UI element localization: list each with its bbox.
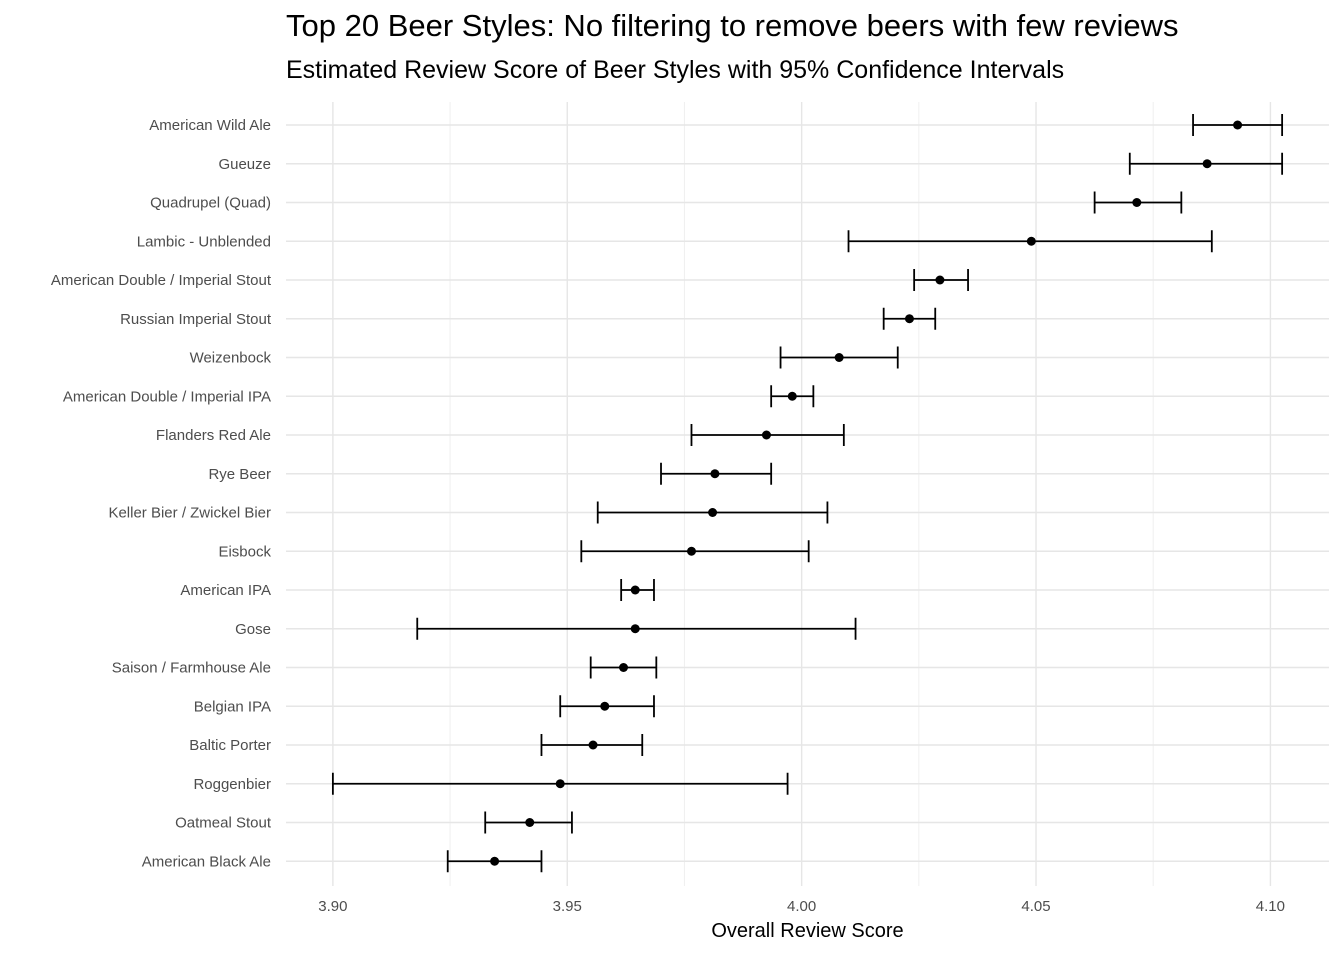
estimate-point bbox=[588, 740, 598, 750]
estimate-point bbox=[935, 275, 945, 285]
estimate-point bbox=[555, 779, 565, 789]
estimate-point bbox=[686, 546, 696, 556]
estimate-point bbox=[600, 701, 610, 711]
errorbar-row bbox=[596, 501, 829, 524]
y-tick-label: Baltic Porter bbox=[189, 737, 271, 754]
y-tick-label: Roggenbier bbox=[193, 776, 271, 793]
errorbar-row bbox=[559, 695, 655, 718]
x-tick-label: 4.10 bbox=[1256, 898, 1285, 915]
y-tick-label: Gose bbox=[235, 621, 271, 638]
grid-layer bbox=[286, 102, 1329, 886]
errorbar-row bbox=[580, 540, 810, 563]
errorbar-row bbox=[589, 656, 658, 679]
y-tick-label: American Black Ale bbox=[142, 853, 271, 870]
errorbar-row bbox=[1093, 191, 1183, 214]
estimate-point bbox=[904, 314, 914, 324]
x-tick-label: 3.95 bbox=[553, 898, 582, 915]
y-tick-label: Russian Imperial Stout bbox=[120, 311, 272, 328]
x-tick-label: 3.90 bbox=[318, 898, 347, 915]
y-tick-label: American IPA bbox=[180, 582, 271, 599]
errorbar-row bbox=[779, 346, 899, 369]
y-tick-label: Weizenbock bbox=[190, 350, 272, 367]
estimate-point bbox=[708, 508, 718, 517]
x-tick-label: 4.00 bbox=[787, 898, 816, 915]
marks-layer bbox=[331, 114, 1284, 873]
chart-subtitle: Estimated Review Score of Beer Styles wi… bbox=[286, 56, 1065, 84]
estimate-point bbox=[1202, 159, 1212, 169]
errorbar-row bbox=[1192, 114, 1284, 136]
y-tick-label: Eisbock bbox=[218, 543, 271, 560]
y-tick-label: Keller Bier / Zwickel Bier bbox=[108, 505, 271, 522]
estimate-point bbox=[630, 585, 640, 595]
y-tick-label: Belgian IPA bbox=[194, 698, 271, 715]
errorbar-row bbox=[660, 462, 773, 485]
errorbar-row bbox=[690, 424, 845, 446]
chart-title: Top 20 Beer Styles: No filtering to remo… bbox=[286, 8, 1179, 43]
y-axis-labels: American Wild Ale Gueuze Quadrupel (Quad) L… bbox=[51, 117, 272, 870]
errorbar-row bbox=[882, 307, 937, 330]
estimate-point bbox=[1132, 198, 1142, 207]
estimate-point bbox=[1233, 120, 1243, 130]
estimate-point bbox=[1026, 236, 1036, 246]
y-tick-label: Oatmeal Stout bbox=[175, 815, 272, 832]
estimate-point bbox=[787, 391, 797, 401]
x-tick-label: 4.05 bbox=[1021, 898, 1050, 915]
y-tick-label: Gueuze bbox=[218, 156, 271, 173]
y-tick-label: American Double / Imperial Stout bbox=[51, 272, 272, 289]
errorbar-row bbox=[913, 269, 969, 291]
y-tick-label: Flanders Red Ale bbox=[156, 427, 271, 444]
estimate-point bbox=[710, 469, 720, 479]
errorbar-row bbox=[331, 772, 789, 795]
errorbar-row bbox=[540, 734, 644, 756]
y-tick-label: Quadrupel (Quad) bbox=[150, 195, 271, 212]
errorbar-row bbox=[770, 385, 815, 408]
errorbar-row bbox=[446, 850, 543, 873]
x-axis-title: Overall Review Score bbox=[711, 920, 904, 942]
y-tick-label: Saison / Farmhouse Ale bbox=[112, 660, 271, 677]
y-tick-label: American Wild Ale bbox=[149, 117, 271, 134]
estimate-point bbox=[490, 856, 500, 866]
x-axis-labels: 3.90 3.95 4.00 4.05 4.10 bbox=[318, 898, 1285, 915]
errorbar-row bbox=[847, 230, 1213, 253]
estimate-point bbox=[630, 624, 640, 634]
errorbar-row bbox=[1128, 152, 1284, 175]
errorbar-row bbox=[416, 617, 857, 640]
y-tick-label: American Double / Imperial IPA bbox=[63, 388, 271, 405]
estimate-point bbox=[761, 430, 771, 440]
y-tick-label: Lambic - Unblended bbox=[137, 233, 271, 250]
y-tick-label: Rye Beer bbox=[208, 466, 271, 483]
estimate-point bbox=[619, 663, 629, 672]
errorbar-row bbox=[620, 579, 655, 601]
estimate-point bbox=[525, 818, 535, 827]
errorbar-row bbox=[484, 811, 573, 834]
estimate-point bbox=[834, 353, 844, 362]
